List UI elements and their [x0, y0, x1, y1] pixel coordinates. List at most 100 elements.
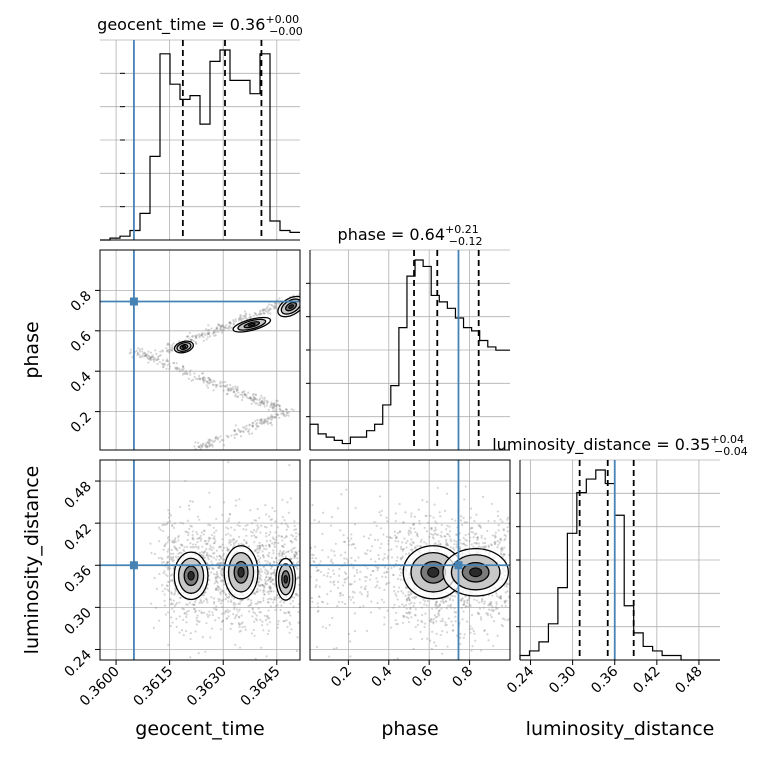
- sample-point: [316, 602, 319, 605]
- sample-point: [278, 596, 281, 599]
- sample-point: [271, 417, 274, 420]
- sample-point: [213, 380, 216, 383]
- sample-point: [209, 335, 212, 338]
- sample-point: [190, 338, 193, 341]
- sample-point: [199, 539, 202, 542]
- sample-point: [269, 421, 272, 425]
- sample-point: [445, 631, 449, 634]
- sample-point: [414, 614, 417, 617]
- sample-point: [210, 596, 213, 599]
- sample-point: [482, 542, 485, 545]
- sample-point: [366, 629, 369, 632]
- sample-point: [491, 610, 495, 613]
- sample-point: [233, 605, 236, 609]
- sample-point: [366, 567, 369, 570]
- sample-point: [221, 329, 224, 332]
- sample-point: [461, 597, 464, 600]
- sample-point: [279, 409, 283, 412]
- sample-point: [274, 416, 277, 419]
- sample-point: [285, 408, 289, 411]
- sample-point: [314, 290, 316, 292]
- sample-point: [385, 583, 388, 586]
- sample-point: [336, 605, 339, 608]
- sample-point: [435, 522, 438, 525]
- sample-point: [273, 598, 277, 601]
- sample-point: [211, 613, 215, 617]
- sample-point: [195, 530, 198, 534]
- sample-point: [320, 291, 322, 293]
- x-tick-label: 0.3630: [184, 664, 230, 710]
- sample-point: [235, 608, 238, 611]
- sample-point: [266, 416, 270, 419]
- sample-point: [207, 324, 210, 327]
- sample-point: [238, 630, 241, 633]
- sample-point: [259, 611, 262, 614]
- sample-point: [165, 367, 168, 370]
- sample-point: [207, 438, 210, 442]
- title-name: luminosity_distance: [492, 435, 651, 455]
- sample-point: [364, 552, 367, 555]
- sample-point: [398, 257, 400, 259]
- sample-point: [220, 329, 223, 332]
- sample-point: [294, 551, 298, 554]
- sample-point: [263, 405, 266, 408]
- sample-point: [221, 567, 224, 570]
- sample-point: [209, 523, 212, 527]
- sample-point: [213, 582, 216, 585]
- sample-point: [239, 629, 242, 632]
- sample-point: [224, 593, 227, 596]
- sample-point: [214, 437, 217, 440]
- sample-point: [367, 271, 369, 273]
- sample-point: [216, 327, 219, 330]
- sample-point: [382, 263, 384, 265]
- sample-point: [368, 271, 370, 273]
- sample-point: [324, 287, 326, 289]
- sample-point: [278, 404, 281, 408]
- sample-point: [483, 602, 486, 605]
- sample-point: [184, 479, 187, 483]
- sample-point: [446, 542, 449, 545]
- sample-point: [494, 531, 497, 534]
- contour-core: [288, 304, 295, 309]
- sample-point: [175, 366, 179, 369]
- sample-point: [227, 595, 230, 598]
- sample-point: [242, 528, 245, 531]
- sample-point: [327, 572, 330, 575]
- sample-point: [408, 602, 411, 606]
- sample-point: [503, 618, 506, 621]
- sample-point: [167, 548, 170, 551]
- sample-point: [463, 543, 467, 546]
- sample-point: [258, 313, 261, 316]
- sample-point: [429, 620, 433, 623]
- sample-point: [270, 403, 274, 406]
- sample-point: [221, 323, 224, 327]
- sample-point: [224, 384, 227, 388]
- sample-point: [254, 419, 257, 422]
- sample-point: [318, 595, 321, 598]
- sample-point: [289, 539, 292, 543]
- sample-point: [227, 517, 230, 520]
- sample-point: [260, 418, 263, 421]
- sample-point: [208, 378, 212, 381]
- sample-point: [262, 590, 265, 594]
- sample-point: [228, 324, 231, 328]
- sample-point: [218, 554, 221, 557]
- sample-point: [394, 520, 397, 523]
- sample-point: [503, 539, 506, 542]
- sample-point: [201, 636, 204, 639]
- sample-point: [199, 598, 202, 602]
- sample-point: [163, 604, 167, 607]
- x-tick-label: 0.42: [630, 664, 663, 697]
- sample-point: [439, 534, 442, 537]
- sample-point: [246, 598, 249, 601]
- sample-point: [240, 430, 243, 433]
- sample-point: [138, 355, 142, 359]
- sample-point: [226, 393, 229, 396]
- sample-point: [184, 371, 187, 374]
- sample-point: [286, 501, 289, 504]
- sample-point: [280, 553, 284, 557]
- sample-point: [378, 607, 381, 610]
- sample-point: [274, 605, 278, 608]
- sample-point: [179, 596, 182, 600]
- truth-marker: [129, 297, 138, 306]
